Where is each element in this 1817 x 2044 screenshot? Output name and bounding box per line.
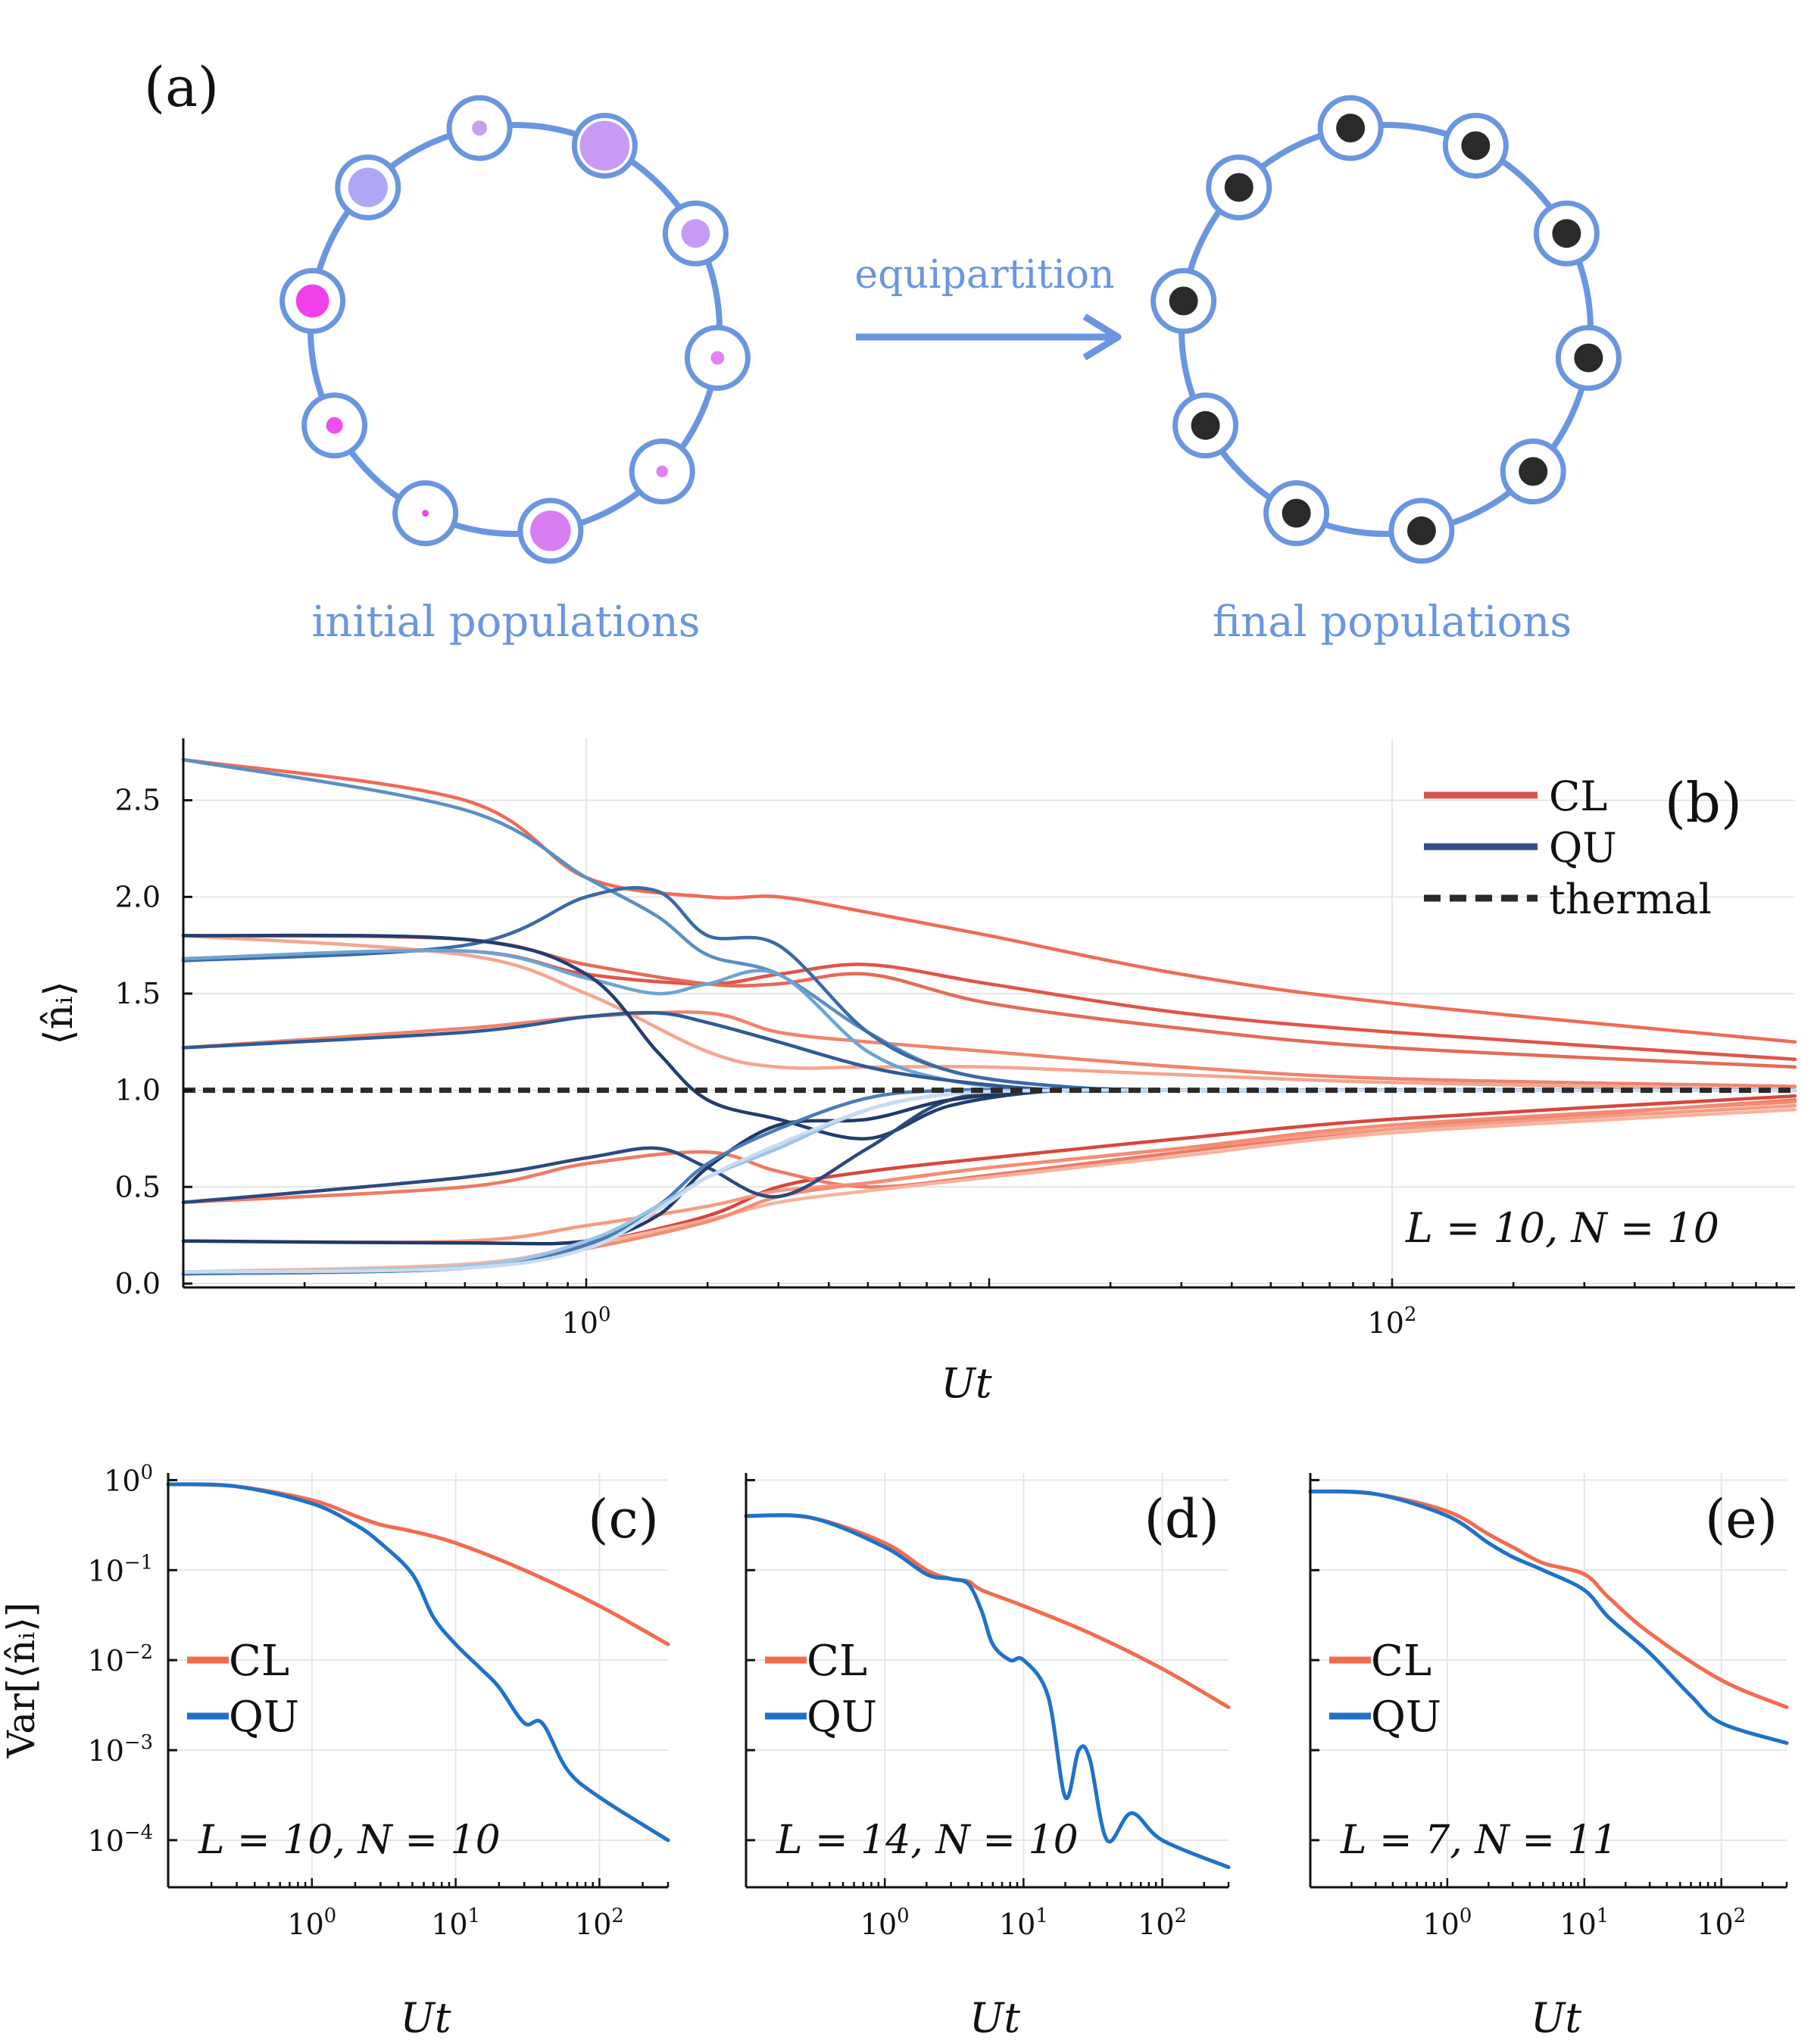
legend-label: thermal bbox=[1549, 875, 1712, 923]
grid bbox=[168, 1473, 668, 1887]
legend-label: QU bbox=[1371, 1693, 1441, 1742]
tick-label: 101 bbox=[1559, 1905, 1609, 1941]
final-population-dot bbox=[1406, 516, 1436, 545]
panel-annotation: L = 7, N = 11 bbox=[1340, 1818, 1618, 1863]
initial-population-dot bbox=[348, 167, 388, 208]
panel-label: (d) bbox=[1144, 1488, 1219, 1550]
grid bbox=[1310, 1473, 1787, 1887]
panel-c-chart: 100 10−1 10−2 10−3 10−4 100 101 102 Ut Var[⟨n̂ᵢ⟩]… bbox=[0, 1461, 670, 2042]
tick-label: 100 bbox=[562, 1303, 611, 1340]
final-population-dot bbox=[1519, 457, 1548, 486]
y-axis-label: ⟨n̂ᵢ⟩ bbox=[36, 981, 82, 1045]
panel-e-chart: 100 101 102 Ut (e) L = 7, N = 11 CL QU bbox=[1308, 1473, 1789, 2042]
tick-label: 101 bbox=[431, 1905, 480, 1941]
initial-population-dot bbox=[656, 465, 668, 478]
grid bbox=[746, 1473, 1229, 1887]
final-population-dot bbox=[1574, 343, 1603, 373]
series-line-CL bbox=[744, 1513, 1231, 1709]
tick-label: 102 bbox=[575, 1905, 624, 1941]
panel-d-chart: 100 101 102 Ut (d) L = 14, N = 10 CL QU bbox=[744, 1473, 1231, 2042]
legend: CL QU bbox=[765, 1637, 877, 1742]
final-population-dot bbox=[1336, 114, 1366, 143]
x-axis-label: Ut bbox=[400, 1994, 451, 2042]
legend: CL QU bbox=[1329, 1637, 1441, 1742]
panel-annotation: L = 10, N = 10 bbox=[198, 1818, 501, 1863]
tick-label: 100 bbox=[1422, 1905, 1472, 1941]
final-population-dot bbox=[1169, 286, 1198, 316]
x-axis-label: Ut bbox=[1531, 1994, 1582, 2042]
initial-populations-caption: initial populations bbox=[311, 598, 700, 647]
initial-population-dot bbox=[422, 510, 429, 517]
final-populations-caption: final populations bbox=[1213, 598, 1572, 647]
legend-label: QU bbox=[1549, 824, 1617, 872]
initial-population-dot bbox=[530, 510, 571, 551]
final-population-dot bbox=[1191, 410, 1220, 440]
series-line-CL bbox=[181, 948, 1797, 1062]
final-population-dot bbox=[1461, 131, 1491, 161]
series-line-QU bbox=[1308, 1489, 1789, 1746]
series-lines bbox=[1308, 1489, 1789, 1746]
tick-label: 100 bbox=[860, 1905, 910, 1941]
legend-label: CL bbox=[1371, 1637, 1431, 1686]
series-line-QU bbox=[744, 1513, 1231, 1870]
equipartition-arrow bbox=[856, 314, 1122, 360]
tick-label: 10−3 bbox=[88, 1731, 153, 1768]
initial-population-dot bbox=[579, 120, 630, 171]
tick-label: 10−2 bbox=[88, 1641, 153, 1677]
x-axis-label: Ut bbox=[969, 1994, 1021, 2042]
tick-label: 102 bbox=[1368, 1303, 1417, 1340]
tick-label: 100 bbox=[287, 1905, 336, 1941]
initial-population-dot bbox=[472, 120, 488, 136]
panel-label: (c) bbox=[588, 1488, 659, 1550]
tick-label: 102 bbox=[1138, 1905, 1187, 1941]
legend: CL QU bbox=[187, 1637, 299, 1742]
panel-b-chart: 0.0 0.5 1.0 1.5 2.0 2.5 100 102 Ut ⟨n̂ᵢ⟩ (b) L = 10… bbox=[36, 738, 1797, 1407]
series-line-CL bbox=[181, 934, 1797, 1092]
legend-label: CL bbox=[807, 1637, 867, 1686]
initial-population-dot bbox=[710, 351, 725, 365]
series-line-QU bbox=[181, 1088, 1797, 1204]
tick-label: 2.5 bbox=[115, 784, 161, 817]
series-line-CL bbox=[1308, 1489, 1789, 1709]
tick-label: 2.0 bbox=[115, 880, 161, 913]
legend-label: QU bbox=[807, 1693, 877, 1742]
initial-population-dot bbox=[326, 417, 343, 434]
tick-label: 10−1 bbox=[88, 1551, 153, 1587]
series-line-CL bbox=[181, 757, 1797, 1044]
tick-label: 100 bbox=[104, 1461, 153, 1497]
legend-label: CL bbox=[229, 1637, 289, 1686]
x-axis-label: Ut bbox=[941, 1359, 992, 1407]
panel-label: (e) bbox=[1705, 1488, 1778, 1550]
legend-label: CL bbox=[1549, 772, 1607, 820]
panel-annotation: L = 14, N = 10 bbox=[776, 1818, 1079, 1863]
series-line-CL bbox=[181, 934, 1797, 1069]
panel-b-annotation: L = 10, N = 10 bbox=[1405, 1204, 1719, 1252]
final-population-dot bbox=[1224, 173, 1253, 202]
series-lines bbox=[744, 1513, 1231, 1870]
tick-label: 0.0 bbox=[115, 1267, 161, 1300]
series-line-QU bbox=[166, 1482, 670, 1843]
final-sites bbox=[1150, 95, 1622, 564]
tick-label: 1.5 bbox=[115, 977, 161, 1010]
panel-b-label: (b) bbox=[1665, 771, 1742, 835]
initial-population-dot bbox=[295, 284, 329, 318]
equipartition-label: equipartition bbox=[854, 252, 1114, 298]
tick-label: 101 bbox=[999, 1905, 1048, 1941]
final-population-dot bbox=[1552, 219, 1581, 248]
initial-population-dot bbox=[681, 219, 710, 248]
series-lines bbox=[166, 1482, 670, 1843]
tick-label: 102 bbox=[1697, 1905, 1746, 1941]
y-axis-label: Var[⟨n̂ᵢ⟩] bbox=[0, 1602, 43, 1759]
tick-label: 10−4 bbox=[88, 1821, 153, 1858]
panel-a-schematic: (a) equipartition initial populations fi… bbox=[144, 55, 1622, 647]
tick-label: 0.5 bbox=[115, 1170, 161, 1203]
panel-a-label: (a) bbox=[144, 55, 219, 119]
series-line-CL bbox=[181, 1010, 1797, 1088]
legend-label: QU bbox=[229, 1693, 299, 1742]
tick-label: 1.0 bbox=[115, 1074, 161, 1107]
initial-sites bbox=[279, 95, 751, 564]
final-population-dot bbox=[1282, 498, 1311, 528]
